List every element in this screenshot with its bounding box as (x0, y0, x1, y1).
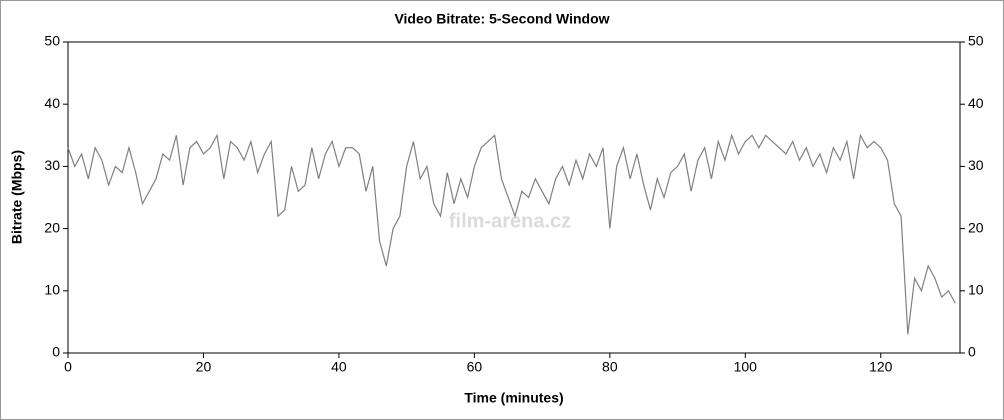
x-tick-label: 100 (734, 359, 758, 375)
y-axis-label: Bitrate (Mbps) (9, 150, 25, 244)
y-tick-label-right: 40 (968, 95, 984, 111)
y-tick-label: 20 (44, 219, 60, 235)
bitrate-line (67, 133, 956, 335)
y-tick-label: 50 (44, 33, 60, 49)
x-tick-label: 20 (196, 359, 212, 375)
y-tick-label-right: 20 (968, 219, 984, 235)
x-tick-label: 80 (602, 359, 618, 375)
plot-area (67, 41, 961, 354)
x-axis-label: Time (minutes) (464, 390, 563, 406)
y-tick-label: 10 (44, 282, 60, 298)
chart-title: Video Bitrate: 5-Second Window (394, 11, 609, 27)
y-tick-label: 40 (44, 95, 60, 111)
y-tick-label: 30 (44, 157, 60, 173)
y-tick-label-right: 0 (968, 344, 976, 360)
y-tick-label: 0 (52, 344, 60, 360)
x-tick-label: 60 (467, 359, 483, 375)
watermark: film-arena.cz (449, 210, 571, 232)
x-tick-label: 120 (869, 359, 893, 375)
x-tick-label: 0 (64, 359, 72, 375)
y-tick-label-right: 10 (968, 282, 984, 298)
y-tick-label-right: 30 (968, 157, 984, 173)
y-tick-label-right: 50 (968, 33, 984, 49)
x-tick-label: 40 (331, 359, 347, 375)
